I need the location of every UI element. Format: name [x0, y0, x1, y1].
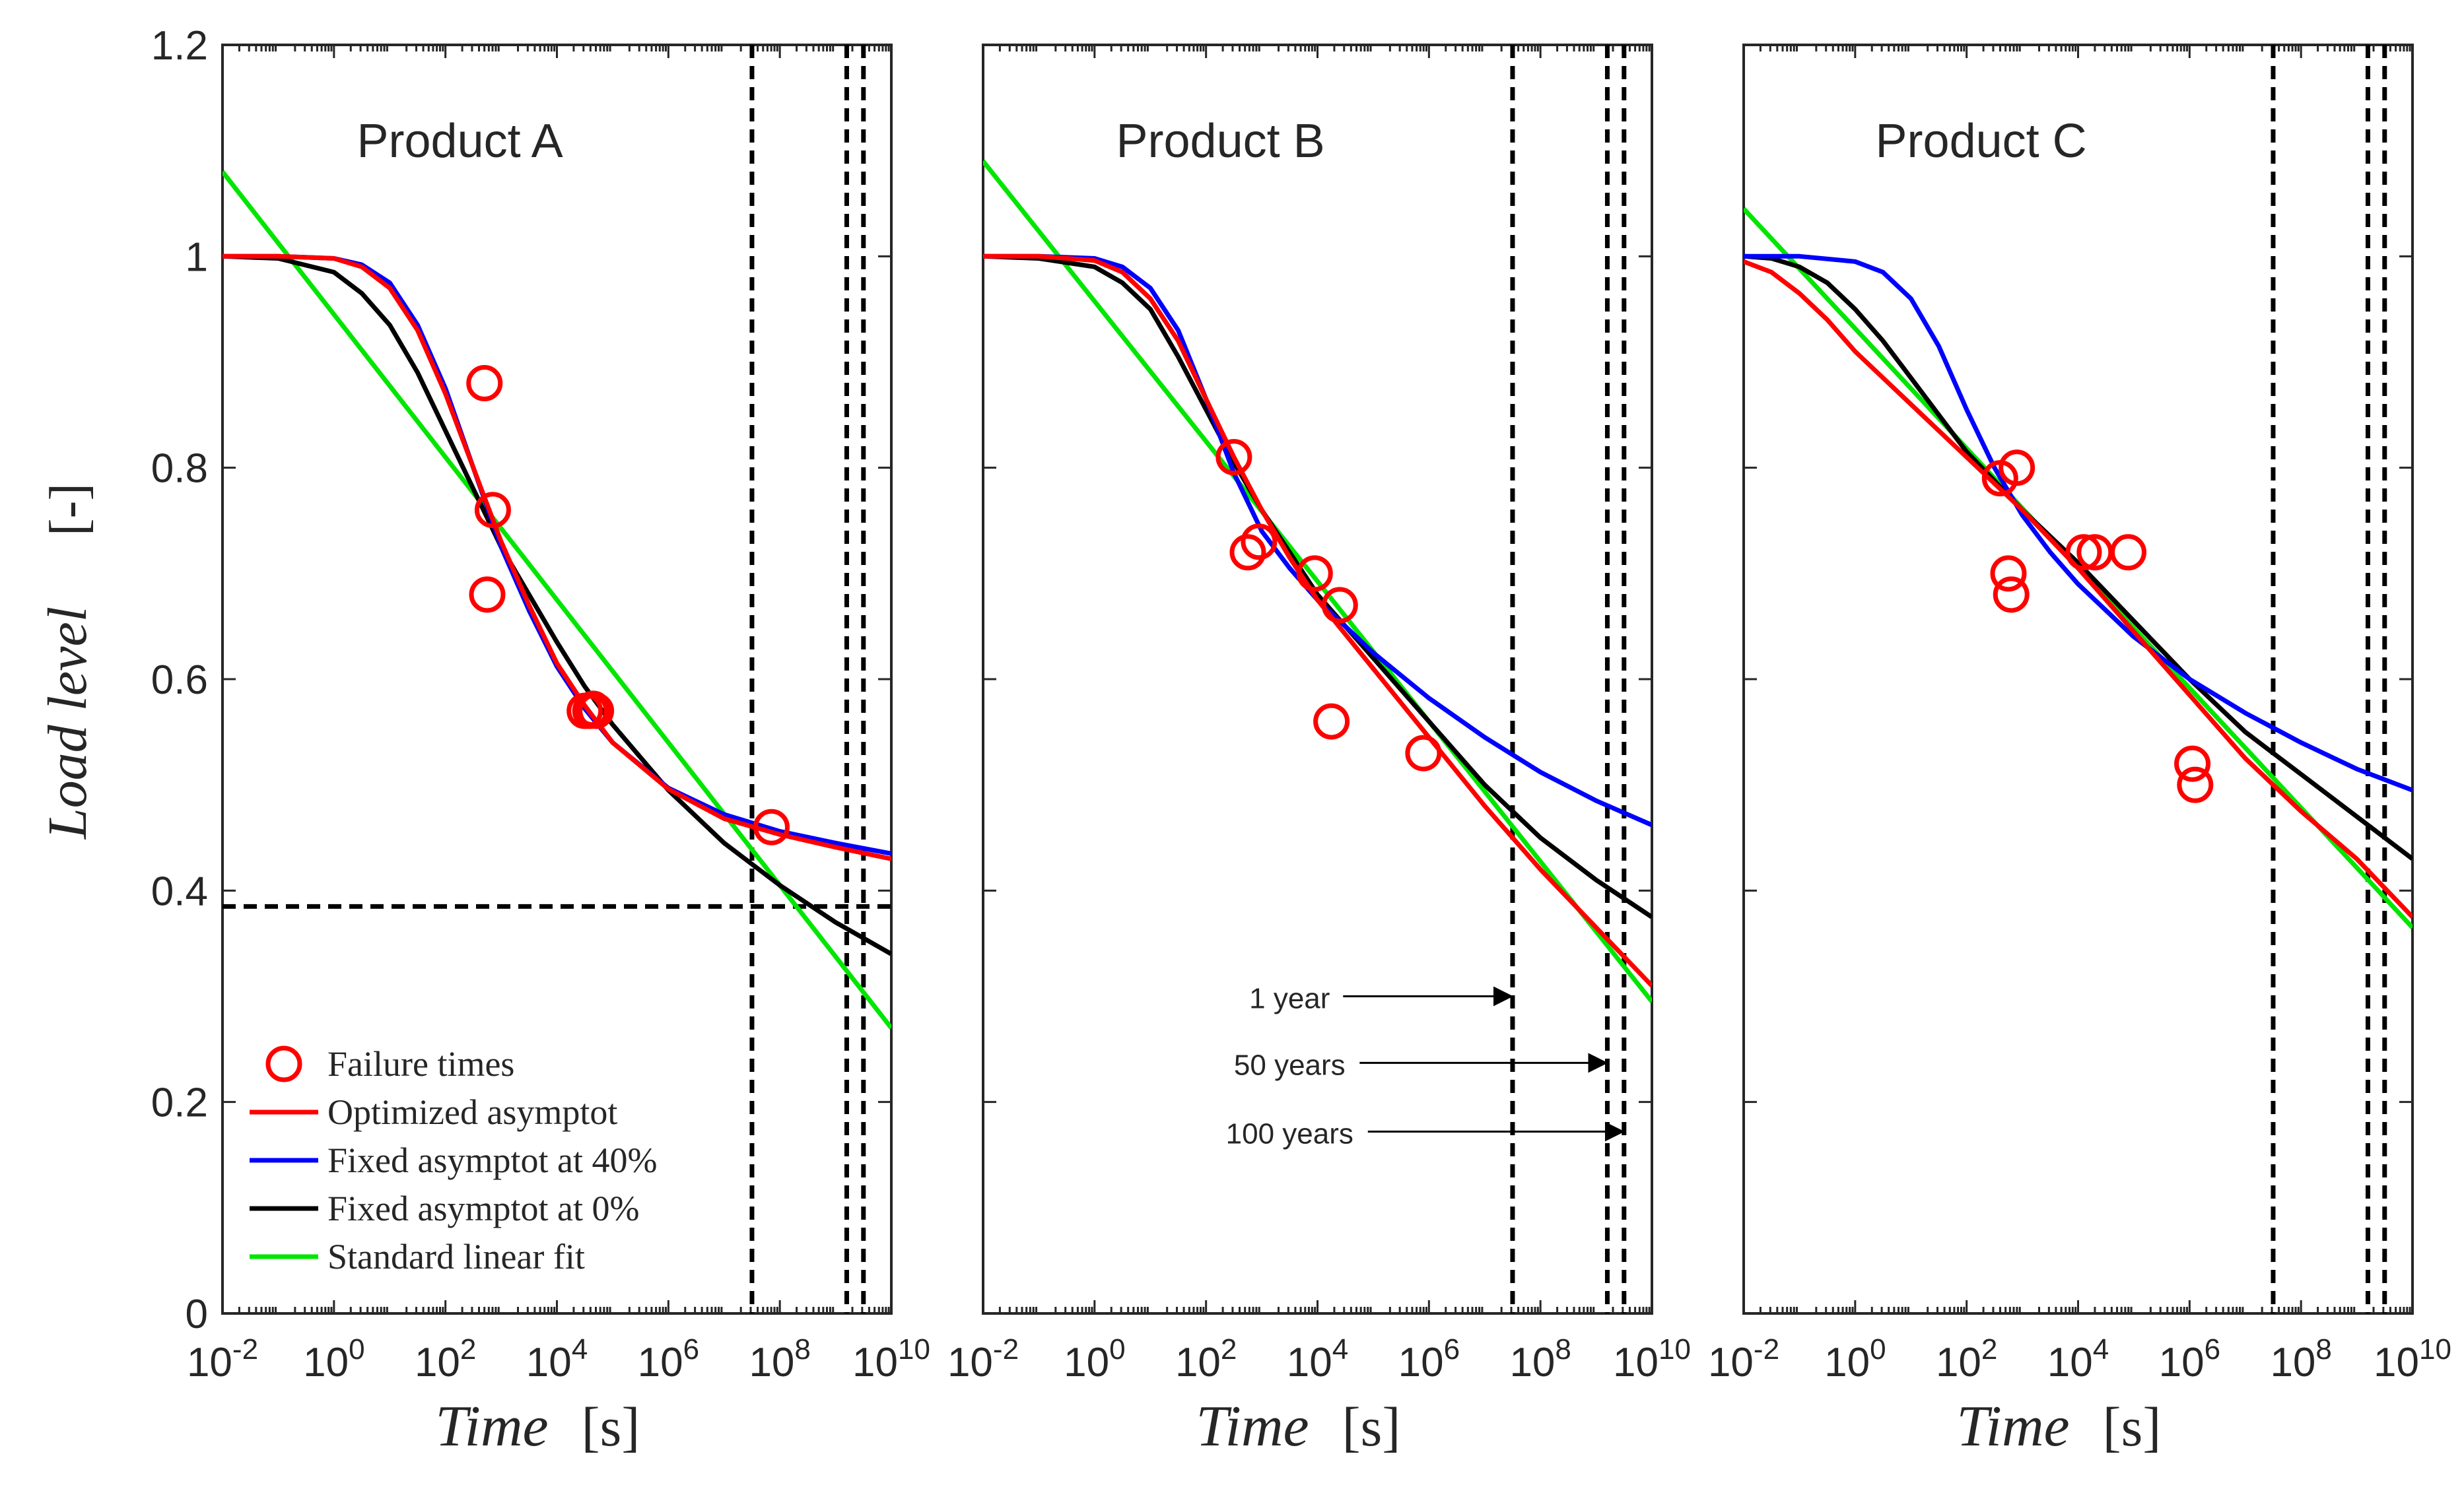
failure-point — [466, 365, 503, 402]
x-axis-label-c: Time — [1956, 1395, 2069, 1459]
x-tick-label: 100 — [1064, 1333, 1125, 1385]
failure-point — [2065, 534, 2102, 571]
x-tick-label: 108 — [1509, 1333, 1571, 1385]
plot-area — [983, 45, 1652, 1313]
failure-point — [1321, 587, 1358, 624]
x-tick-label: 104 — [1287, 1333, 1348, 1385]
failure-point — [2109, 534, 2146, 571]
annotation-label: 100 years — [1226, 1118, 1353, 1150]
failure-point — [1241, 523, 1278, 560]
x-tick-label: 102 — [415, 1333, 476, 1385]
x-axis-unit-a: [s] — [582, 1397, 640, 1458]
series-line — [222, 170, 891, 1030]
y-axis-label: Load level — [37, 607, 98, 840]
x-tick-label: 102 — [1936, 1333, 1997, 1385]
y-tick-label: 0.4 — [151, 869, 208, 914]
series-line — [222, 253, 891, 861]
failure-point — [1999, 449, 2036, 486]
x-axis-label-a: Time — [435, 1395, 548, 1459]
failure-point — [1405, 735, 1442, 772]
failure-point — [1993, 576, 2030, 613]
legend-label: Standard linear fit — [327, 1237, 585, 1276]
panel-b: 10-2 100 102 104 106 108 1010 Product B 1 year 50… — [947, 44, 1691, 1385]
legend-marker — [265, 1045, 302, 1082]
series-line — [983, 253, 1652, 828]
legend-label: Failure times — [327, 1044, 514, 1084]
legend-label: Fixed asymptot at 0% — [327, 1189, 639, 1228]
x-axis-unit-c: [s] — [2103, 1397, 2162, 1458]
plot-area — [222, 45, 891, 1313]
x-tick-label: 100 — [1824, 1333, 1886, 1385]
panel-title: Product C — [1876, 115, 2087, 168]
failure-point — [1313, 703, 1350, 740]
plot-area — [1744, 45, 2413, 1313]
series-line — [983, 253, 1652, 919]
x-axis-unit-b: [s] — [1342, 1397, 1401, 1458]
x-tick-label: 1010 — [2374, 1333, 2451, 1385]
y-tick-label: 1.2 — [151, 23, 208, 69]
panel-a: 10-2 100 102 104 106 108 1010 0 0.2 0.4 0.6 0.8 1 1.2… — [151, 23, 930, 1385]
failure-point — [578, 692, 615, 729]
annotation-label: 50 years — [1234, 1049, 1346, 1081]
annotation-label: 1 year — [1249, 983, 1330, 1015]
x-tick-label: 106 — [1398, 1333, 1460, 1385]
y-tick-label: 1 — [186, 234, 208, 280]
failure-point — [2174, 745, 2211, 782]
series-line — [222, 253, 891, 956]
panel-title: Product A — [357, 115, 563, 168]
x-tick-label: 104 — [526, 1333, 588, 1385]
x-tick-label: 104 — [2047, 1333, 2109, 1385]
y-tick-label: 0.2 — [151, 1080, 208, 1126]
x-tick-label: 10-2 — [947, 1333, 1019, 1385]
x-tick-label: 100 — [303, 1333, 364, 1385]
legend-label: Optimized asymptot — [327, 1092, 617, 1132]
failure-point — [1229, 534, 1266, 571]
failure-point — [469, 576, 506, 613]
series-line — [1744, 253, 2413, 793]
failure-point — [1215, 439, 1252, 476]
x-tick-label: 108 — [2270, 1333, 2331, 1385]
series-line — [1744, 259, 2413, 919]
failure-point — [474, 492, 511, 529]
x-tick-label: 10-2 — [1708, 1333, 1779, 1385]
x-tick-label: 1010 — [852, 1333, 930, 1385]
failure-point — [1296, 555, 1333, 592]
y-tick-label: 0 — [186, 1292, 208, 1337]
x-tick-label: 106 — [638, 1333, 699, 1385]
legend: Failure times Optimized asymptot Fixed asy… — [250, 1044, 657, 1276]
failure-point — [753, 809, 790, 845]
x-tick-label: 106 — [2159, 1333, 2220, 1385]
failure-point — [1990, 555, 2027, 592]
x-axis-label-b: Time — [1196, 1395, 1309, 1459]
panel-c: 10-2 100 102 104 106 108 1010 Product C — [1708, 44, 2451, 1385]
panel-title: Product B — [1116, 115, 1325, 168]
y-tick-label: 0.6 — [151, 657, 208, 703]
x-tick-label: 108 — [749, 1333, 810, 1385]
series-line — [983, 253, 1652, 987]
series-line — [983, 160, 1652, 1003]
failure-point — [2177, 766, 2214, 803]
x-tick-label: 10-2 — [187, 1333, 258, 1385]
y-axis-unit: [-] — [40, 483, 98, 536]
y-tick-label: 0.8 — [151, 446, 208, 492]
x-tick-label: 102 — [1175, 1333, 1237, 1385]
series-line — [222, 253, 891, 856]
x-tick-label: 1010 — [1613, 1333, 1691, 1385]
series-line — [1744, 253, 2413, 861]
legend-label: Fixed asymptot at 40% — [327, 1141, 657, 1180]
axes-box — [1742, 44, 2414, 1315]
